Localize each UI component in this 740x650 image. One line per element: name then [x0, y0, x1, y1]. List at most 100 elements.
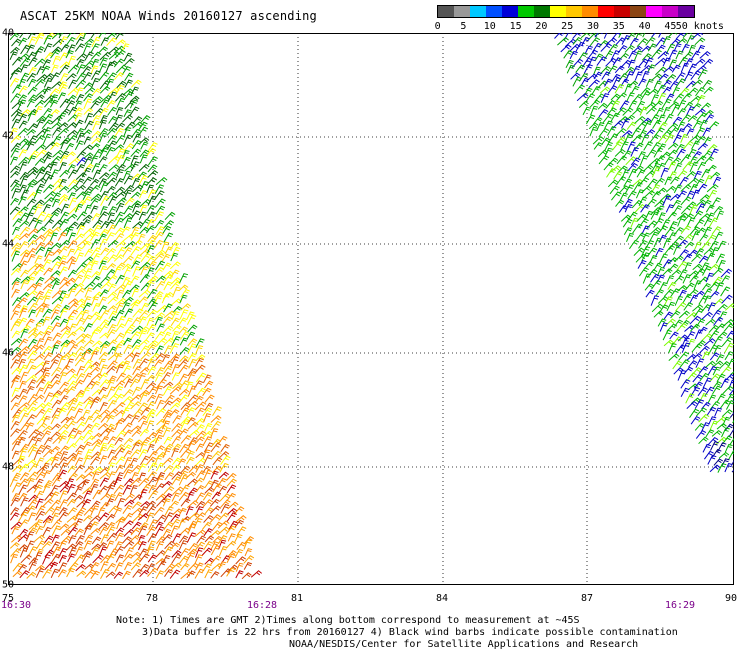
wind-barb: [65, 226, 74, 237]
wind-barb: [162, 220, 174, 230]
wind-barb: [35, 169, 46, 180]
wind-barb: [703, 338, 716, 347]
wind-barb: [676, 121, 686, 131]
wind-barb: [66, 567, 76, 578]
wind-barb: [636, 169, 646, 178]
wind-barb: [636, 214, 647, 222]
wind-barb: [57, 112, 67, 123]
wind-barb: [698, 326, 708, 334]
wind-barb: [145, 177, 157, 187]
wind-barb: [594, 53, 604, 62]
wind-barb: [640, 204, 650, 213]
wind-barb: [186, 314, 197, 325]
wind-barb: [57, 92, 67, 101]
wind-barb: [19, 570, 30, 579]
wind-barb: [116, 164, 126, 172]
wind-barb: [91, 130, 102, 139]
wind-barb: [36, 115, 47, 123]
wind-barb: [636, 100, 646, 110]
wind-barb: [619, 192, 628, 201]
wind-barb: [121, 114, 133, 123]
wind-barb: [608, 133, 619, 144]
wind-barb: [42, 483, 51, 493]
wind-barb: [58, 511, 69, 521]
wind-barb: [676, 148, 686, 158]
wind-barb: [598, 109, 609, 118]
wind-barb: [19, 478, 29, 487]
wind-barb: [20, 497, 29, 507]
wind-barb: [694, 268, 705, 278]
wind-barb: [19, 33, 29, 39]
wind-barb: [592, 136, 605, 145]
wind-barb: [60, 451, 69, 460]
wind-barb: [596, 122, 605, 132]
wind-barb: [98, 296, 108, 307]
wind-barb: [27, 393, 38, 404]
wind-barb: [97, 542, 108, 550]
wind-barb: [145, 255, 156, 265]
wind-barb: [35, 246, 46, 255]
wind-barb: [74, 100, 83, 109]
wind-barb: [50, 431, 61, 439]
wind-barb: [680, 133, 689, 143]
wind-barb: [202, 492, 213, 501]
wind-barb: [107, 212, 116, 221]
wind-barb: [694, 399, 705, 409]
wind-barb: [662, 86, 672, 95]
wind-barb: [91, 163, 101, 173]
wind-barb: [220, 455, 231, 465]
wind-barb: [210, 541, 219, 550]
wind-barb: [715, 210, 725, 220]
wind-barb: [689, 408, 700, 418]
wind-barb: [114, 353, 123, 362]
wind-barb: [680, 205, 693, 215]
wind-barb: [153, 231, 165, 241]
wind-barb: [202, 387, 212, 397]
wind-barb: [667, 142, 679, 150]
wind-barb: [121, 226, 131, 235]
wind-barb: [99, 107, 109, 117]
wind-barb: [696, 407, 707, 417]
wind-barb: [614, 65, 625, 74]
wind-barb: [678, 310, 690, 319]
wind-barb: [98, 46, 108, 54]
wind-barb: [10, 142, 22, 152]
wind-barb: [649, 134, 660, 143]
wind-barb: [202, 499, 213, 508]
wind-barb: [634, 142, 644, 150]
wind-barb: [645, 106, 657, 115]
wind-barb: [42, 133, 52, 145]
wind-barb: [99, 115, 108, 124]
wind-barb: [19, 212, 30, 221]
wind-barb: [59, 73, 69, 82]
wind-barb: [599, 86, 611, 94]
wind-barb: [146, 443, 155, 453]
wind-barb: [146, 288, 158, 299]
wind-barb: [59, 218, 70, 228]
wind-barb: [171, 311, 180, 321]
wind-barb: [116, 289, 125, 299]
wind-barb: [74, 435, 85, 445]
wind-barb: [74, 287, 86, 297]
wind-barb: [115, 472, 124, 482]
wind-barb: [98, 358, 107, 367]
wind-barb: [700, 262, 710, 272]
wind-barb: [673, 244, 682, 255]
wind-barb: [108, 548, 119, 559]
wind-barb: [28, 309, 37, 318]
wind-barb: [129, 284, 140, 292]
wind-barb: [594, 33, 603, 38]
wind-barb: [564, 33, 573, 40]
wind-barb: [218, 471, 229, 479]
wind-barb: [662, 195, 672, 207]
wind-barb: [17, 297, 28, 306]
wind-barb: [662, 329, 672, 341]
wind-barb: [659, 304, 669, 313]
wind-barb: [18, 120, 28, 129]
wind-barb: [67, 184, 79, 193]
wind-barb: [619, 185, 630, 194]
wind-barb: [50, 277, 60, 284]
wind-barb: [154, 434, 164, 444]
wind-barb: [162, 555, 171, 564]
wind-barb: [107, 375, 117, 384]
